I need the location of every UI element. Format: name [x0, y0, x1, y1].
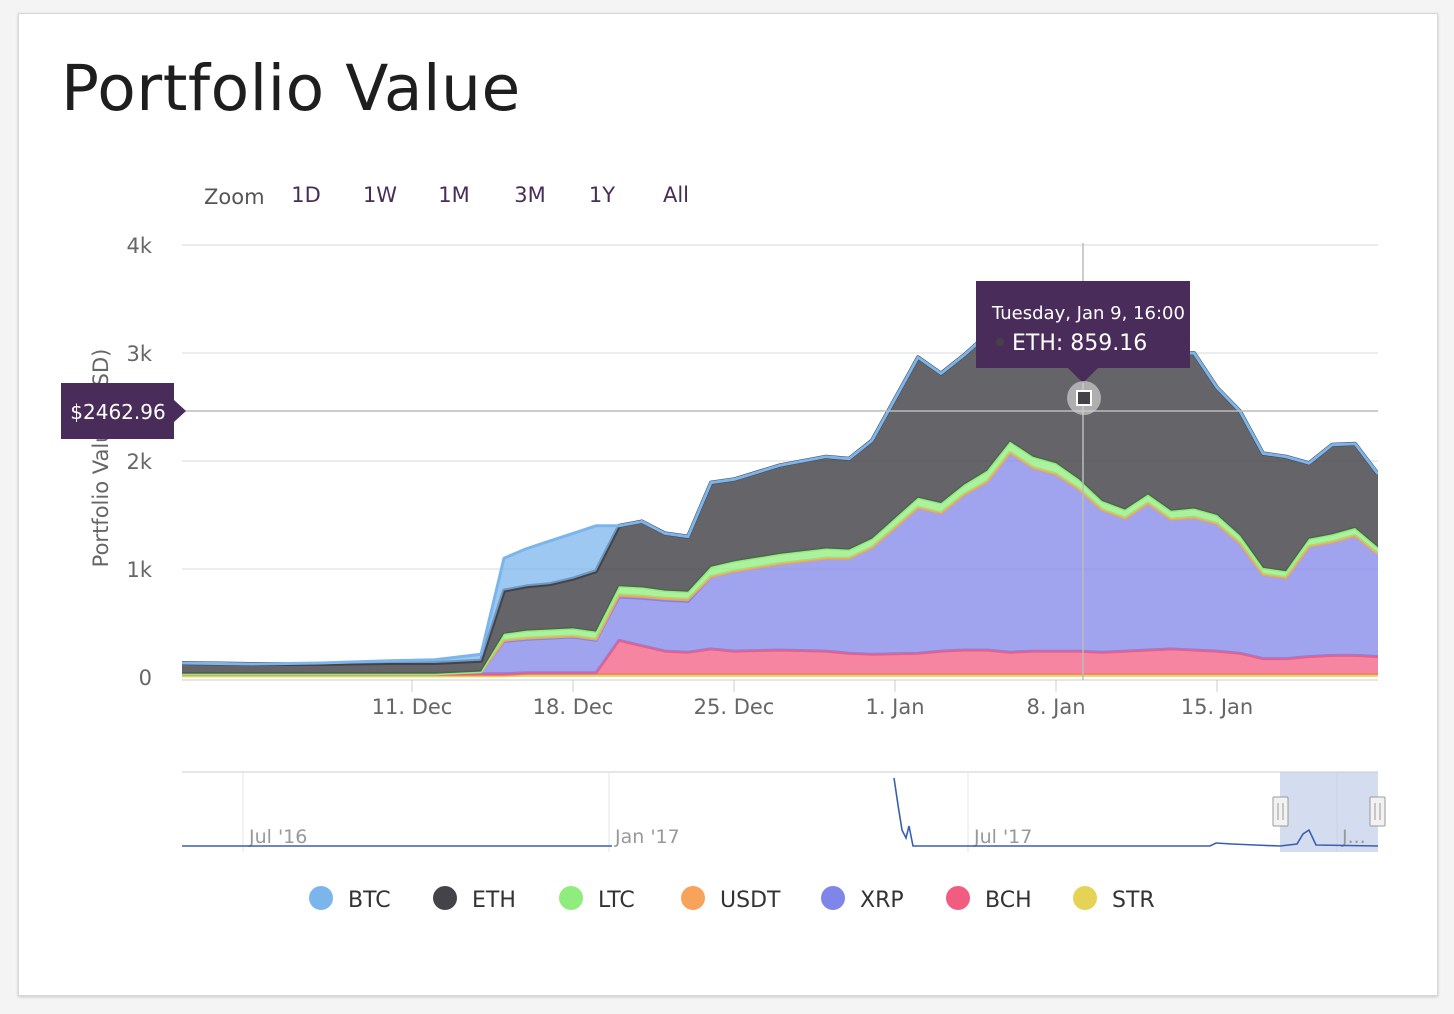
hover-marker: [1067, 381, 1101, 415]
zoom-button-1d[interactable]: 1D: [291, 183, 321, 207]
x-axis: 11. Dec 18. Dec 25. Dec 1. Jan 8. Jan 15. Jan: [372, 680, 1253, 719]
page-title: Portfolio Value: [61, 52, 521, 125]
legend-item-bch[interactable]: BCH: [946, 886, 1032, 913]
navigator-label-jul17: Jul '17: [973, 826, 1032, 848]
x-tick-label: 18. Dec: [533, 695, 614, 719]
zoom-label: Zoom: [204, 185, 265, 209]
y-tick-label: 1k: [126, 558, 152, 582]
crosshair: $2462.96: [61, 243, 1378, 680]
y-tick-label: 3k: [126, 342, 152, 366]
x-tick-label: 8. Jan: [1026, 695, 1085, 719]
x-tick-label: 11. Dec: [372, 695, 453, 719]
legend-swatch: [309, 886, 333, 910]
navigator-series-line: [182, 777, 1379, 847]
legend-label: LTC: [598, 888, 635, 913]
zoom-controls: Zoom 1D 1W 1M 3M 1Y All: [204, 183, 689, 209]
zoom-button-1w[interactable]: 1W: [363, 183, 397, 207]
legend-label: BTC: [348, 888, 391, 913]
navigator[interactable]: Jul '16 Jan '17 Jul '17 J...: [182, 771, 1386, 852]
x-tick-label: 1. Jan: [865, 695, 924, 719]
y-tick-label: 4k: [126, 234, 152, 258]
legend-swatch: [559, 886, 583, 910]
legend-item-usdt[interactable]: USDT: [681, 886, 781, 913]
area-ltc[interactable]: [182, 441, 1378, 674]
area-bch[interactable]: [182, 640, 1378, 676]
tooltip-date: Tuesday, Jan 9, 16:00: [991, 303, 1185, 324]
navigator-right-handle[interactable]: [1369, 796, 1386, 827]
zoom-button-all[interactable]: All: [663, 183, 689, 207]
legend-item-ltc[interactable]: LTC: [559, 886, 635, 913]
navigator-label-jul16: Jul '16: [248, 826, 307, 848]
tooltip-arrow: [1068, 368, 1098, 383]
legend-item-xrp[interactable]: XRP: [821, 886, 904, 913]
line-btc: [182, 304, 1378, 666]
y-tick-label: 0: [139, 666, 152, 690]
legend-swatch: [1073, 886, 1097, 910]
legend-label: USDT: [720, 888, 781, 913]
legend-label: STR: [1112, 888, 1155, 913]
tooltip-series-dot: [996, 338, 1004, 346]
x-tick-label: 25. Dec: [694, 695, 775, 719]
tooltip: Tuesday, Jan 9, 16:00 ETH: 859.16: [976, 281, 1190, 383]
legend-swatch: [433, 886, 457, 910]
area-xrp[interactable]: [182, 452, 1378, 674]
legend-item-str[interactable]: STR: [1073, 886, 1155, 913]
crosshair-label: $2462.96: [70, 400, 165, 424]
y-tick-label: 2k: [126, 450, 152, 474]
legend: BTC ETH LTC USDT XRP BCH STR: [309, 886, 1155, 913]
y-axis: 0 1k 2k 3k 4k: [126, 234, 152, 690]
legend-label: BCH: [985, 888, 1032, 913]
legend-label: ETH: [472, 888, 516, 913]
navigator-selection[interactable]: [1280, 772, 1378, 852]
legend-swatch: [681, 886, 705, 910]
legend-item-eth[interactable]: ETH: [433, 886, 516, 913]
tooltip-box: [976, 281, 1190, 368]
x-tick-label: 15. Jan: [1181, 695, 1253, 719]
stacked-areas[interactable]: [182, 303, 1378, 678]
crosshair-label-arrow: [174, 400, 186, 423]
hover-point: [1076, 390, 1092, 406]
legend-item-btc[interactable]: BTC: [309, 886, 391, 913]
zoom-button-1y[interactable]: 1Y: [589, 183, 615, 207]
crosshair-label-box: [61, 383, 174, 440]
navigator-label-jan18: J...: [1341, 826, 1366, 848]
y-axis-title: Portfolio Value (USD): [89, 349, 113, 568]
legend-swatch: [946, 886, 970, 910]
legend-swatch: [821, 886, 845, 910]
zoom-button-3m[interactable]: 3M: [514, 183, 545, 207]
navigator-label-jan17: Jan '17: [614, 826, 680, 848]
zoom-button-1m[interactable]: 1M: [438, 183, 469, 207]
tooltip-value: ETH: 859.16: [1012, 331, 1147, 356]
legend-label: XRP: [860, 888, 904, 913]
navigator-left-handle[interactable]: [1272, 796, 1289, 827]
